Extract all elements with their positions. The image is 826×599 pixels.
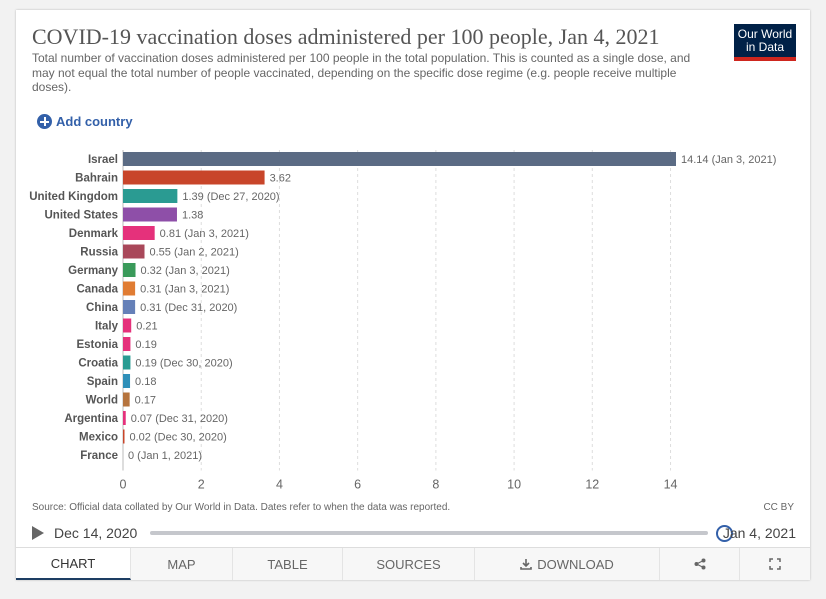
category-label: Croatia [78,358,118,370]
timeline-handle[interactable] [716,525,733,542]
value-label: 14.14 (Jan 3, 2021) [681,154,776,166]
x-tick-label: 10 [507,478,521,492]
category-label: China [86,302,119,314]
logo-text-line2: in Data [745,40,785,54]
tab-download-label: DOWNLOAD [537,556,614,572]
tab-map-label: MAP [167,556,196,572]
value-label: 1.38 [182,210,203,222]
tab-fullscreen[interactable] [740,548,810,580]
category-label: Argentina [64,413,118,425]
bar [123,337,131,351]
value-label: 0.19 [135,339,156,351]
category-label: United States [45,210,119,222]
bar [123,263,136,277]
category-label: Estonia [76,339,118,351]
tab-map[interactable]: MAP [131,548,233,580]
fullscreen-icon [769,558,781,570]
category-label: Mexico [79,432,118,444]
bar [123,152,676,166]
bar [123,374,131,388]
value-label: 0.31 (Jan 3, 2021) [140,284,229,296]
tab-share[interactable] [660,548,740,580]
tab-sources[interactable]: SOURCES [343,548,475,580]
category-label: Denmark [69,228,119,240]
bar [123,392,130,407]
tab-chart-label: CHART [50,555,96,571]
bar [123,207,177,222]
download-icon [520,559,533,570]
x-tick-label: 6 [354,478,361,492]
timeline: Dec 14, 2020 Jan 4, 2021 [32,522,796,544]
category-label: United Kingdom [29,191,118,203]
play-icon[interactable] [32,526,44,540]
add-country-label: Add country [56,114,133,129]
category-label: Bahrain [75,173,118,185]
chart-subtitle: Total number of vaccination doses admini… [32,51,691,94]
x-tick-label: 14 [664,478,678,492]
timeline-start-label: Dec 14, 2020 [54,525,138,541]
x-tick-label: 4 [276,478,283,492]
tab-table[interactable]: TABLE [233,548,343,580]
category-label: Spain [87,376,118,388]
bar [123,429,125,444]
category-label: Germany [68,265,118,277]
category-label: Italy [95,321,119,333]
category-label: Israel [88,154,118,166]
value-label: 3.62 [270,173,291,185]
source-note: Source: Official data collated by Our Wo… [32,502,451,513]
value-label: 0 (Jan 1, 2021) [128,450,202,462]
category-label: France [80,450,118,462]
category-label: Russia [80,247,118,259]
tab-chart[interactable]: CHART [16,548,131,580]
timeline-track[interactable] [150,531,708,535]
license-link[interactable]: CC BY [763,502,794,513]
tab-bar: CHART MAP TABLE SOURCES DOWNLOAD [16,547,810,580]
timeline-end-label: Jan 4, 2021 [722,525,796,541]
bar [123,170,265,185]
share-icon [694,558,705,570]
add-country-button[interactable]: Add country [37,114,133,129]
category-label: Canada [76,284,118,296]
bar [123,411,126,425]
x-tick-label: 12 [585,478,599,492]
bar [123,318,132,333]
tab-sources-label: SOURCES [376,556,441,572]
value-label: 0.07 (Dec 31, 2020) [131,413,228,425]
bar [123,189,178,203]
value-label: 0.17 [135,395,156,407]
bar-chart: Israel 14.14 (Jan 3, 2021) Bahrain 3.62 Unit… [29,150,776,492]
bar [123,244,145,259]
owid-logo[interactable]: Our World in Data [734,24,796,61]
chart-card: COVID-19 vaccination doses administered … [16,10,810,580]
value-label: 1.39 (Dec 27, 2020) [182,191,279,203]
value-label: 0.81 (Jan 3, 2021) [160,228,249,240]
tab-download[interactable]: DOWNLOAD [475,548,660,580]
plus-circle-icon [37,114,52,129]
category-label: World [86,395,118,407]
bar [123,355,131,370]
value-label: 0.21 [136,321,157,333]
bar [123,281,136,296]
value-label: 0.02 (Dec 30, 2020) [130,432,227,444]
value-label: 0.55 (Jan 2, 2021) [150,247,239,259]
value-label: 0.32 (Jan 3, 2021) [141,265,230,277]
logo-text-line1: Our World [737,27,793,41]
chart-title: COVID-19 vaccination doses administered … [32,24,660,49]
x-tick-label: 2 [198,478,205,492]
x-tick-label: 0 [120,478,127,492]
bar [123,226,155,240]
x-tick-label: 8 [432,478,439,492]
value-label: 0.18 [135,376,156,388]
value-label: 0.31 (Dec 31, 2020) [140,302,237,314]
bar [123,300,136,314]
value-label: 0.19 (Dec 30, 2020) [135,358,232,370]
tab-table-label: TABLE [267,556,308,572]
